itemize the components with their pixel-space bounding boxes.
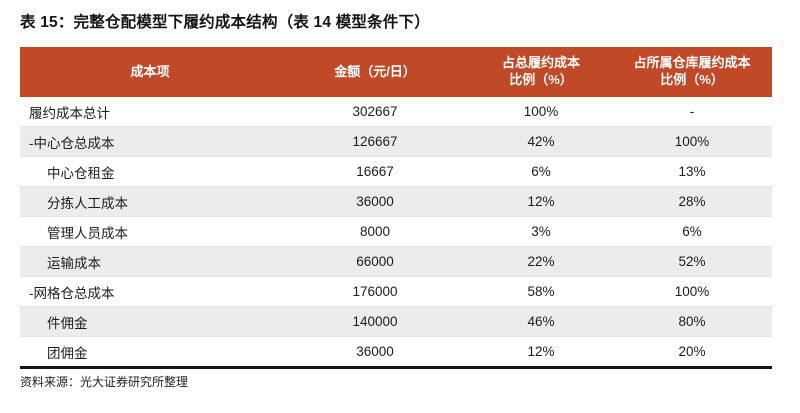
cost-item-cell: -网格仓总成本 <box>29 285 115 301</box>
table-title: 表 15：完整仓配模型下履约成本结构（表 14 模型条件下） <box>20 14 430 31</box>
cost-item-cell: 管理人员成本 <box>47 225 128 241</box>
header-pct-total: 占总履约成本 比例（%） <box>470 47 612 97</box>
amount-cell: 16667 <box>356 164 394 179</box>
table-row: 团佣金 36000 12% 20% <box>20 336 772 368</box>
pct-total-cell: 58% <box>527 284 555 299</box>
amount-cell: 302667 <box>352 104 398 119</box>
pct-total-cell: 12% <box>527 344 555 359</box>
pct-warehouse-cell: 100% <box>674 284 710 299</box>
cost-item-cell: 履约成本总计 <box>29 105 110 121</box>
pct-total-cell: 3% <box>531 224 551 239</box>
header-cost-item: 成本项 <box>20 47 280 97</box>
fulfillment-cost-table: 成本项 金额（元/日） 占总履约成本 比例（%） 占所属仓库履约成本 比例（%）… <box>20 47 772 369</box>
pct-total-cell: 46% <box>527 314 555 329</box>
header-row: 成本项 金额（元/日） 占总履约成本 比例（%） 占所属仓库履约成本 比例（%） <box>20 47 772 97</box>
amount-cell: 176000 <box>352 284 398 299</box>
pct-total-cell: 22% <box>527 254 555 269</box>
table-body: 履约成本总计 302667 100% - -中心仓总成本 126667 42% 100% 中心仓… <box>20 97 772 368</box>
cost-item-cell: 分拣人工成本 <box>47 195 128 211</box>
amount-cell: 140000 <box>352 314 398 329</box>
amount-cell: 66000 <box>356 254 394 269</box>
amount-cell: 8000 <box>359 224 391 239</box>
pct-total-cell: 42% <box>527 134 555 149</box>
table-row: 件佣金 140000 46% 80% <box>20 306 772 337</box>
amount-cell: 36000 <box>356 194 394 209</box>
amount-cell: 126667 <box>352 134 398 149</box>
pct-warehouse-cell: 100% <box>674 134 710 149</box>
cost-item-cell: 中心仓租金 <box>47 165 115 181</box>
pct-warehouse-cell: 52% <box>678 254 706 269</box>
pct-warehouse-cell: 28% <box>678 194 706 209</box>
pct-total-cell: 100% <box>523 104 559 119</box>
header-amount: 金额（元/日） <box>280 47 470 97</box>
cost-item-cell: -中心仓总成本 <box>29 135 115 151</box>
pct-warehouse-cell: - <box>689 104 695 119</box>
cost-item-cell: 件佣金 <box>47 315 88 331</box>
pct-total-cell: 6% <box>531 164 551 179</box>
table-row: -中心仓总成本 126667 42% 100% <box>20 126 772 157</box>
amount-cell: 36000 <box>356 344 394 359</box>
cost-item-cell: 团佣金 <box>47 345 88 361</box>
table-row: -网格仓总成本 176000 58% 100% <box>20 276 772 307</box>
table-row: 运输成本 66000 22% 52% <box>20 246 772 277</box>
table-row: 管理人员成本 8000 3% 6% <box>20 216 772 247</box>
pct-warehouse-cell: 13% <box>678 164 706 179</box>
header-pct-warehouse: 占所属仓库履约成本 比例（%） <box>612 47 772 97</box>
cost-item-cell: 运输成本 <box>47 255 101 271</box>
pct-warehouse-cell: 6% <box>682 224 702 239</box>
table-row: 中心仓租金 16667 6% 13% <box>20 156 772 187</box>
table-row: 履约成本总计 302667 100% - <box>20 97 772 127</box>
pct-total-cell: 12% <box>527 194 555 209</box>
source-note: 资料来源：光大证券研究所整理 <box>20 375 189 389</box>
pct-warehouse-cell: 20% <box>678 344 706 359</box>
table-header: 成本项 金额（元/日） 占总履约成本 比例（%） 占所属仓库履约成本 比例（%） <box>20 47 772 97</box>
pct-warehouse-cell: 80% <box>678 314 706 329</box>
table-row: 分拣人工成本 36000 12% 28% <box>20 186 772 217</box>
